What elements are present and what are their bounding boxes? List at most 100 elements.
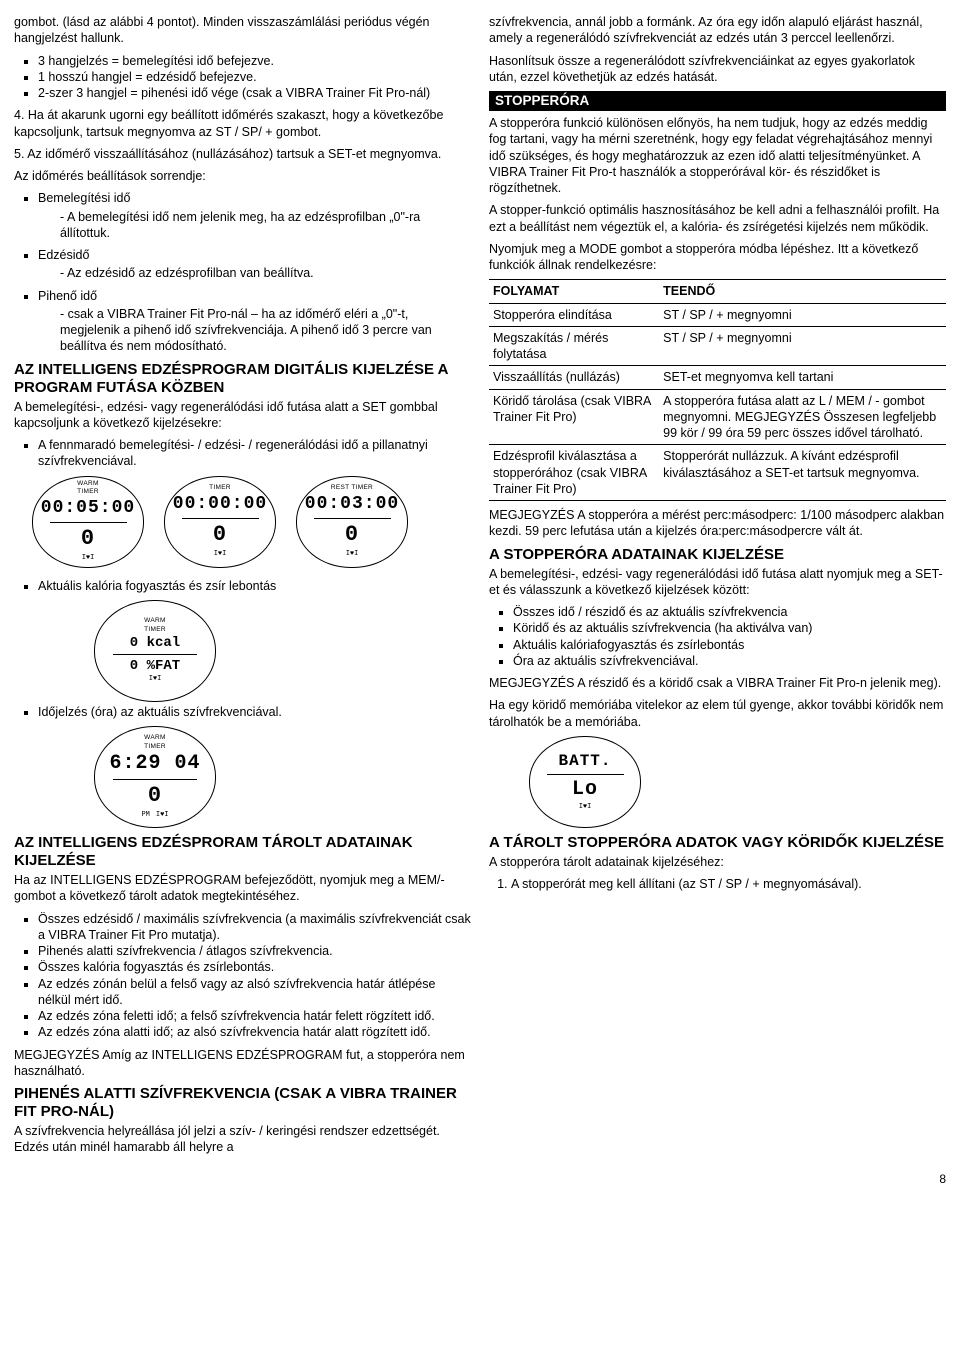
seq-title: Pihenő idő (38, 289, 97, 303)
lap-intro: A stopperóra tárolt adatainak kijelzéséh… (489, 854, 946, 870)
seq-title: Bemelegítési idő (38, 191, 130, 205)
list-item: 3 hangjelzés = bemelegítési idő befejezv… (38, 53, 471, 69)
intro-paragraph: gombot. (lásd az alábbi 4 pontot). Minde… (14, 14, 471, 47)
list-item: Pihenő idő csak a VIBRA Trainer Fit Pro-… (38, 288, 471, 355)
fig-kcal: 0 kcal (130, 634, 180, 652)
digital-list: A fennmaradó bemelegítési- / edzési- / r… (14, 437, 471, 470)
figure-warm-timer: WARMTIMER 00:05:00 0 I♥I (32, 476, 144, 568)
fig-fat: 0 %FAT (130, 657, 180, 675)
digital-intro: A bemelegítési-, edzési- vagy regeneráló… (14, 399, 471, 432)
stop-p1: A stopperóra funkció különösen előnyös, … (489, 115, 946, 196)
heading-stopwatch: STOPPERÓRA (489, 91, 946, 111)
fig-icons: I♥I (82, 554, 95, 563)
figure-timer: TIMER 00:00:00 0 I♥I (164, 476, 276, 568)
list-item: A fennmaradó bemelegítési- / edzési- / r… (38, 437, 471, 470)
table-cell: Stopperóra elindítása (489, 303, 659, 326)
table-cell: ST / SP / + megnyomni (659, 303, 946, 326)
seq-sub: Az edzésidő az edzésprofilban van beállí… (60, 265, 471, 281)
fig-label: REST TIMER (331, 484, 373, 492)
list-item: Köridő és az aktuális szívfrekvencia (ha… (513, 620, 946, 636)
fig-batt-bot: Lo (572, 777, 598, 803)
fig-hr: 0 (148, 782, 162, 811)
step-4: 4. Ha át akarunk ugorni egy beállított i… (14, 107, 471, 140)
fig-icons: PMI♥I (141, 811, 168, 820)
stop-p2: A stopper-funkció optimális hasznosításá… (489, 202, 946, 235)
fig-hr: 0 (81, 525, 95, 554)
note-lap-split: MEGJEGYZÉS A részidő és a köridő csak a … (489, 675, 946, 691)
table-cell: ST / SP / + megnyomni (659, 326, 946, 366)
digital-list-2: Aktuális kalória fogyasztás és zsír lebo… (14, 578, 471, 594)
heading-stored-data: AZ INTELLIGENS EDZÉSPRORAM TÁROLT ADATAI… (14, 834, 471, 870)
table-head: FOLYAMAT (489, 280, 659, 303)
list-item: Az edzés zónán belül a felső vagy az als… (38, 976, 471, 1009)
fig-icons: I♥I (579, 803, 592, 812)
table-head: TEENDŐ (659, 280, 946, 303)
seq-title: Edzésidő (38, 248, 89, 262)
heading-stopwatch-data: A STOPPERÓRA ADATAINAK KIJELZÉSE (489, 546, 946, 564)
stop-p3: Nyomjuk meg a MODE gombot a stopperóra m… (489, 241, 946, 274)
fig-label: WARMTIMER (144, 734, 166, 751)
list-item: Az edzés zóna feletti idő; a felső szívf… (38, 1008, 471, 1024)
table-row: Visszaállítás (nullázás)SET-et megnyomva… (489, 366, 946, 389)
list-item: Összes edzésidő / maximális szívfrekvenc… (38, 911, 471, 944)
cont-paragraph: szívfrekvencia, annál jobb a formánk. Az… (489, 14, 946, 47)
page-number: 8 (14, 1172, 946, 1188)
page-columns: gombot. (lásd az alábbi 4 pontot). Minde… (14, 12, 946, 1162)
step-4-text: Ha át akarunk ugorni egy beállított időm… (14, 108, 443, 138)
sdata-list: Összes idő / részidő és az aktuális szív… (489, 604, 946, 669)
stored-intro: Ha az INTELLIGENS EDZÉSPROGRAM befejeződ… (14, 872, 471, 905)
table-cell: Stopperórát nullázzuk. A kívánt edzéspro… (659, 445, 946, 501)
table-row: Köridő tárolása (csak VIBRA Trainer Fit … (489, 389, 946, 445)
list-item: Pihenés alatti szívfrekvencia / átlagos … (38, 943, 471, 959)
note-time-format: MEGJEGYZÉS A stopperóra a mérést perc:má… (489, 507, 946, 540)
figure-clock: WARMTIMER 6:29 04 0 PMI♥I (94, 726, 216, 828)
list-item: Edzésidő Az edzésidő az edzésprofilban v… (38, 247, 471, 282)
table-cell: A stopperóra futása alatt az L / MEM / -… (659, 389, 946, 445)
fig-label: WARMTIMER (144, 617, 166, 634)
left-column: gombot. (lásd az alábbi 4 pontot). Minde… (14, 12, 471, 1162)
table-cell: Visszaállítás (nullázás) (489, 366, 659, 389)
table-cell: Edzésprofil kiválasztása a stopperórához… (489, 445, 659, 501)
list-item: Aktuális kalória fogyasztás és zsír lebo… (38, 578, 471, 594)
sdata-intro: A bemelegítési-, edzési- vagy regeneráló… (489, 566, 946, 599)
sequence-intro: Az időmérés beállítások sorrendje: (14, 168, 471, 184)
table-row: Edzésprofil kiválasztása a stopperórához… (489, 445, 946, 501)
figure-rest-timer: REST TIMER 00:03:00 0 I♥I (296, 476, 408, 568)
signal-list: 3 hangjelzés = bemelegítési idő befejezv… (14, 53, 471, 102)
list-item: Aktuális kalóriafogyasztás és zsírlebont… (513, 637, 946, 653)
seq-sub: csak a VIBRA Trainer Fit Pro-nál – ha az… (60, 306, 471, 355)
step-5: 5. Az időmérő visszaállításához (nullázá… (14, 146, 471, 162)
list-item: 1 hosszú hangjel = edzésidő befejezve. (38, 69, 471, 85)
list-item: Bemelegítési idő A bemelegítési idő nem … (38, 190, 471, 241)
note-stopwatch: MEGJEGYZÉS Amíg az INTELLIGENS EDZÉSPROG… (14, 1047, 471, 1080)
stored-list: Összes edzésidő / maximális szívfrekvenc… (14, 911, 471, 1041)
figure-battery-low: BATT. Lo I♥I (529, 736, 641, 828)
list-item: A stopperórát meg kell állítani (az ST /… (511, 876, 946, 892)
list-item: Az edzés zóna alatti idő; az alsó szívfr… (38, 1024, 471, 1040)
step-5-text: Az időmérő visszaállításához (nullázásáh… (27, 147, 441, 161)
fig-label: WARMTIMER (77, 480, 99, 497)
table-cell: Megszakítás / mérés folytatása (489, 326, 659, 366)
right-column: szívfrekvencia, annál jobb a formánk. Az… (489, 12, 946, 1162)
heading-stored-laps: A TÁROLT STOPPERÓRA ADATOK VAGY KÖRIDŐK … (489, 834, 946, 852)
heading-digital-display: AZ INTELLIGENS EDZÉSPROGRAM DIGITÁLIS KI… (14, 361, 471, 397)
digital-list-3: Időjelzés (óra) az aktuális szívfrekvenc… (14, 704, 471, 720)
list-item: Összes idő / részidő és az aktuális szív… (513, 604, 946, 620)
heading-rest-hr: PIHENÉS ALATTI SZÍVFREKVENCIA (CSAK A VI… (14, 1085, 471, 1121)
fig-lcd: 00:03:00 (305, 493, 399, 516)
table-row: Stopperóra elindításaST / SP / + megnyom… (489, 303, 946, 326)
table-row: Megszakítás / mérés folytatásaST / SP / … (489, 326, 946, 366)
fig-lcd: 00:05:00 (41, 497, 135, 520)
battery-warning: Ha egy köridő memóriába vitelekor az ele… (489, 697, 946, 730)
table-cell: SET-et megnyomva kell tartani (659, 366, 946, 389)
fig-icons: I♥I (149, 675, 162, 684)
fig-label: TIMER (209, 484, 231, 492)
figure-row-timers: WARMTIMER 00:05:00 0 I♥I TIMER 00:00:00 … (32, 476, 471, 568)
table-cell: Köridő tárolása (csak VIBRA Trainer Fit … (489, 389, 659, 445)
list-item: Óra az aktuális szívfrekvenciával. (513, 653, 946, 669)
pm-label: PM (141, 811, 149, 820)
fig-batt-top: BATT. (558, 751, 611, 772)
list-item: Összes kalória fogyasztás és zsírlebontá… (38, 959, 471, 975)
fig-time: 6:29 04 (109, 751, 200, 777)
fig-icons: I♥I (346, 550, 359, 559)
